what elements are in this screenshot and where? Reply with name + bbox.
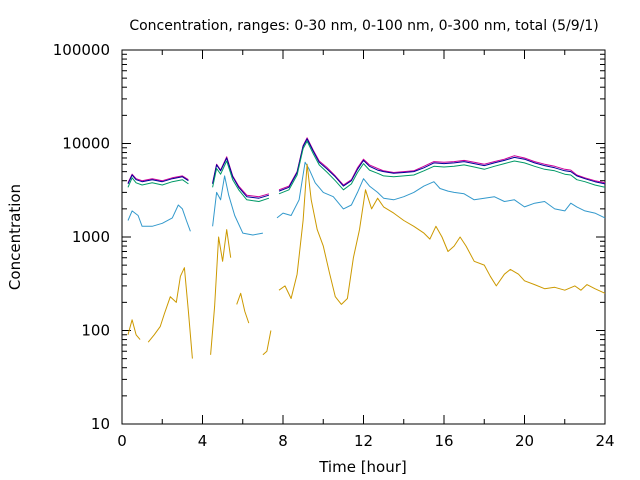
y-tick-label: 100 xyxy=(81,322,110,340)
chart-title: Concentration, ranges: 0-30 nm, 0-100 nm… xyxy=(129,18,598,34)
x-tick-label: 4 xyxy=(198,432,208,450)
y-axis-label: Concentration xyxy=(6,184,24,290)
y-tick-label: 10 xyxy=(91,415,110,433)
plot-frame xyxy=(121,49,606,425)
series-line-4 xyxy=(127,163,606,359)
series-line-2 xyxy=(127,140,606,202)
x-tick-label: 16 xyxy=(434,432,453,450)
y-tick-label: 100000 xyxy=(53,41,110,59)
series-line-3 xyxy=(127,161,606,236)
series-line-1 xyxy=(127,138,606,199)
x-tick-label: 8 xyxy=(278,432,288,450)
x-axis-label: Time [hour] xyxy=(318,458,407,476)
x-tick-label: 12 xyxy=(354,432,373,450)
y-tick-label: 10000 xyxy=(62,135,110,153)
y-tick-label: 1000 xyxy=(72,228,110,246)
y-axis: 10 100 1000 10000 100000 xyxy=(53,41,605,433)
x-tick-label: 20 xyxy=(515,432,534,450)
x-axis: 0 4 8 12 16 20 24 xyxy=(117,50,615,450)
x-tick-label: 24 xyxy=(595,432,614,450)
x-tick-label: 0 xyxy=(117,432,127,450)
series-layer xyxy=(127,137,606,359)
